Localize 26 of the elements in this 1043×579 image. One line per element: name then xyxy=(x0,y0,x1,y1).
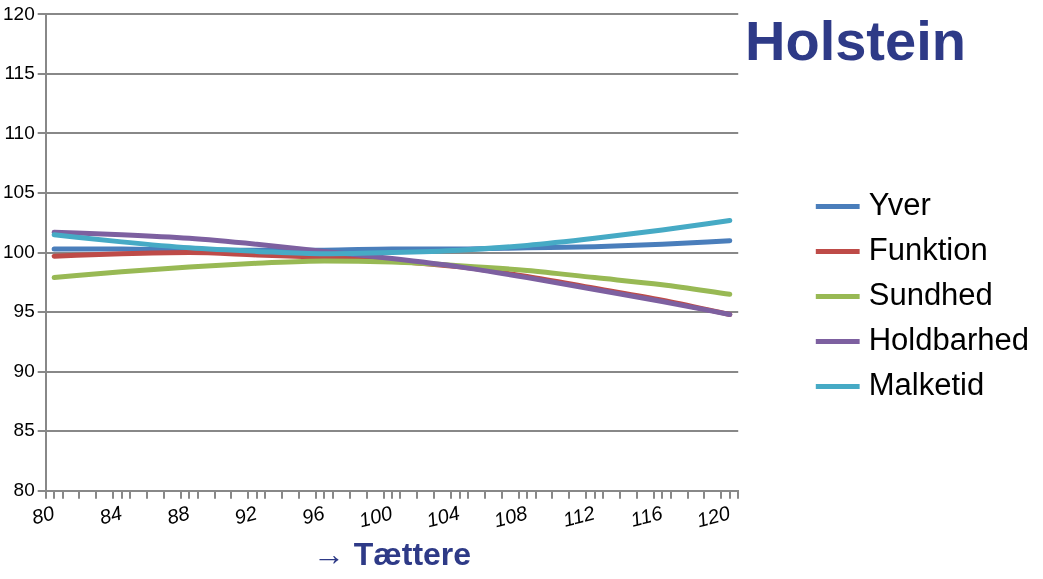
y-tick-label: 105 xyxy=(3,181,35,203)
legend-label: Funktion xyxy=(868,232,988,268)
legend-label: Sundhed xyxy=(868,277,993,313)
x-tick-label: 84 xyxy=(97,501,125,529)
legend-label: Yver xyxy=(868,187,931,223)
x-tick-label: 100 xyxy=(356,501,395,532)
y-tick-label: 120 xyxy=(3,2,35,24)
legend-label: Malketid xyxy=(868,367,985,403)
x-tick-label: 88 xyxy=(164,501,192,529)
x-tick-label: 108 xyxy=(491,501,530,532)
y-tick-label: 115 xyxy=(4,62,35,84)
y-tick-label: 90 xyxy=(13,359,35,381)
y-tick-label: 85 xyxy=(13,419,35,441)
y-tick-label: 110 xyxy=(4,121,35,143)
x-tick-label: 116 xyxy=(628,501,666,531)
x-tick-label: 112 xyxy=(560,501,598,531)
text: Holstein xyxy=(745,8,966,73)
x-tick-label: 120 xyxy=(694,501,733,532)
x-tick-label: 104 xyxy=(424,501,462,532)
x-tick-label: 92 xyxy=(232,501,260,529)
y-tick-label: 100 xyxy=(3,240,35,262)
x-tick-label: 96 xyxy=(299,501,328,529)
y-tick-label: 95 xyxy=(13,300,35,322)
y-tick-label: 80 xyxy=(13,479,35,501)
legend-label: Holdbarhed xyxy=(868,322,1030,358)
x-axis-title: → Tættere xyxy=(312,535,472,572)
